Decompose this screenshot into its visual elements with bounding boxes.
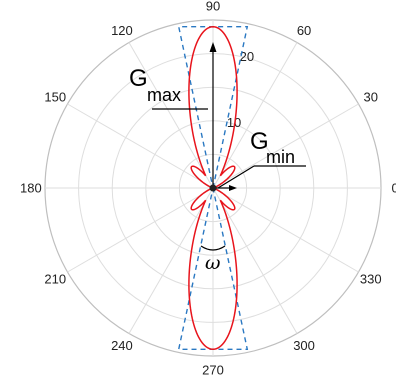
angle-tick-label: 270 <box>202 363 224 378</box>
radial-tick-label: 10 <box>227 115 241 130</box>
angle-tick-label: 120 <box>111 23 133 38</box>
gmin-label-sub: min <box>266 147 295 167</box>
gmax-label-main: G <box>129 65 148 92</box>
grid-spoke <box>212 42 298 189</box>
radial-tick-label: 20 <box>240 49 254 64</box>
angle-tick-label: 180 <box>20 181 42 196</box>
gmin-arrow-head <box>229 185 237 191</box>
annotation-layer: G max G min ω <box>129 42 306 274</box>
angle-tick-label: 330 <box>360 272 382 287</box>
grid-spoke <box>212 187 298 334</box>
gmin-label-main: G <box>250 128 269 155</box>
angle-tick-label: 300 <box>293 338 315 353</box>
grid-spoke <box>212 187 359 273</box>
omega-arc <box>200 245 226 251</box>
origin-marker <box>209 184 217 192</box>
grid-spoke <box>128 187 214 334</box>
gmax-arrow-head <box>209 42 217 52</box>
grid-spoke <box>67 103 214 189</box>
polar-grid: 0 30 60 90 120 150 180 210 240 270 300 330 10 20 <box>20 0 396 378</box>
angle-tick-label: 90 <box>206 0 220 13</box>
angle-tick-label: 210 <box>44 272 66 287</box>
grid-spoke <box>128 42 214 189</box>
angle-tick-label: 240 <box>111 338 133 353</box>
gmin-leader-line <box>217 165 255 189</box>
grid-spoke <box>212 103 359 189</box>
angle-tick-label: 0 <box>391 181 396 196</box>
gmax-label-sub: max <box>147 85 181 105</box>
angle-tick-label: 150 <box>44 89 66 104</box>
grid-spoke <box>67 187 214 273</box>
angle-tick-label: 60 <box>297 23 311 38</box>
omega-label: ω <box>205 252 221 274</box>
angle-tick-label: 30 <box>363 89 377 104</box>
